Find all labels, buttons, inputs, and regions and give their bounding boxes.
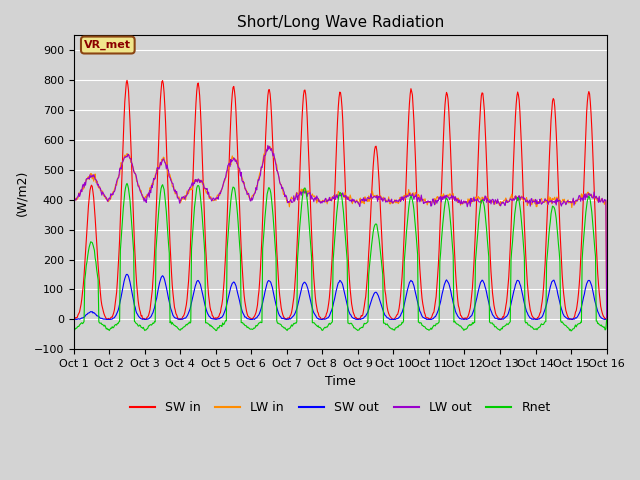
LW in	[70, 196, 77, 202]
LW in	[216, 188, 224, 194]
Rnet	[603, 316, 611, 322]
Rnet	[79, 320, 87, 326]
Line: LW in: LW in	[74, 146, 607, 320]
Line: SW in: SW in	[74, 80, 607, 319]
Y-axis label: (W/m2): (W/m2)	[15, 169, 28, 216]
SW in	[218, 301, 226, 307]
SW out	[422, 315, 429, 321]
LW out	[134, 183, 142, 189]
SW out	[603, 316, 611, 322]
Line: SW out: SW out	[74, 274, 607, 319]
SW in	[136, 307, 143, 312]
Rnet	[189, 226, 197, 231]
SW in	[79, 282, 87, 288]
LW out	[264, 143, 272, 148]
SW out	[218, 314, 226, 320]
LW in	[79, 186, 87, 192]
SW out	[190, 289, 198, 295]
LW out	[70, 196, 77, 202]
SW out	[70, 316, 77, 322]
Rnet	[567, 328, 575, 334]
Rnet	[135, 323, 143, 329]
LW out	[216, 191, 224, 197]
SW in	[190, 152, 198, 158]
Rnet	[70, 327, 77, 333]
SW in	[603, 316, 611, 322]
LW in	[134, 183, 142, 189]
SW out	[406, 279, 414, 285]
LW out	[79, 181, 87, 187]
X-axis label: Time: Time	[324, 374, 355, 387]
Line: LW out: LW out	[74, 145, 607, 318]
SW in	[422, 314, 429, 320]
SW out	[80, 314, 88, 320]
LW in	[421, 196, 429, 202]
SW in	[70, 316, 77, 322]
Rnet	[421, 324, 429, 330]
LW out	[406, 191, 413, 196]
LW out	[603, 315, 611, 321]
LW out	[421, 199, 429, 205]
SW out	[136, 314, 143, 320]
Title: Short/Long Wave Radiation: Short/Long Wave Radiation	[237, 15, 444, 30]
SW in	[406, 91, 414, 97]
Text: VR_met: VR_met	[84, 40, 131, 50]
LW in	[603, 317, 611, 323]
SW in	[123, 77, 131, 83]
SW out	[123, 271, 131, 277]
Rnet	[123, 180, 131, 186]
LW in	[266, 144, 273, 149]
LW in	[188, 187, 196, 192]
Legend: SW in, LW in, SW out, LW out, Rnet: SW in, LW in, SW out, LW out, Rnet	[125, 396, 556, 420]
Rnet	[218, 323, 225, 329]
LW in	[406, 192, 413, 198]
LW out	[188, 180, 196, 186]
Rnet	[406, 199, 413, 205]
SW out	[70, 316, 78, 322]
SW in	[106, 316, 113, 322]
Line: Rnet: Rnet	[74, 183, 607, 331]
